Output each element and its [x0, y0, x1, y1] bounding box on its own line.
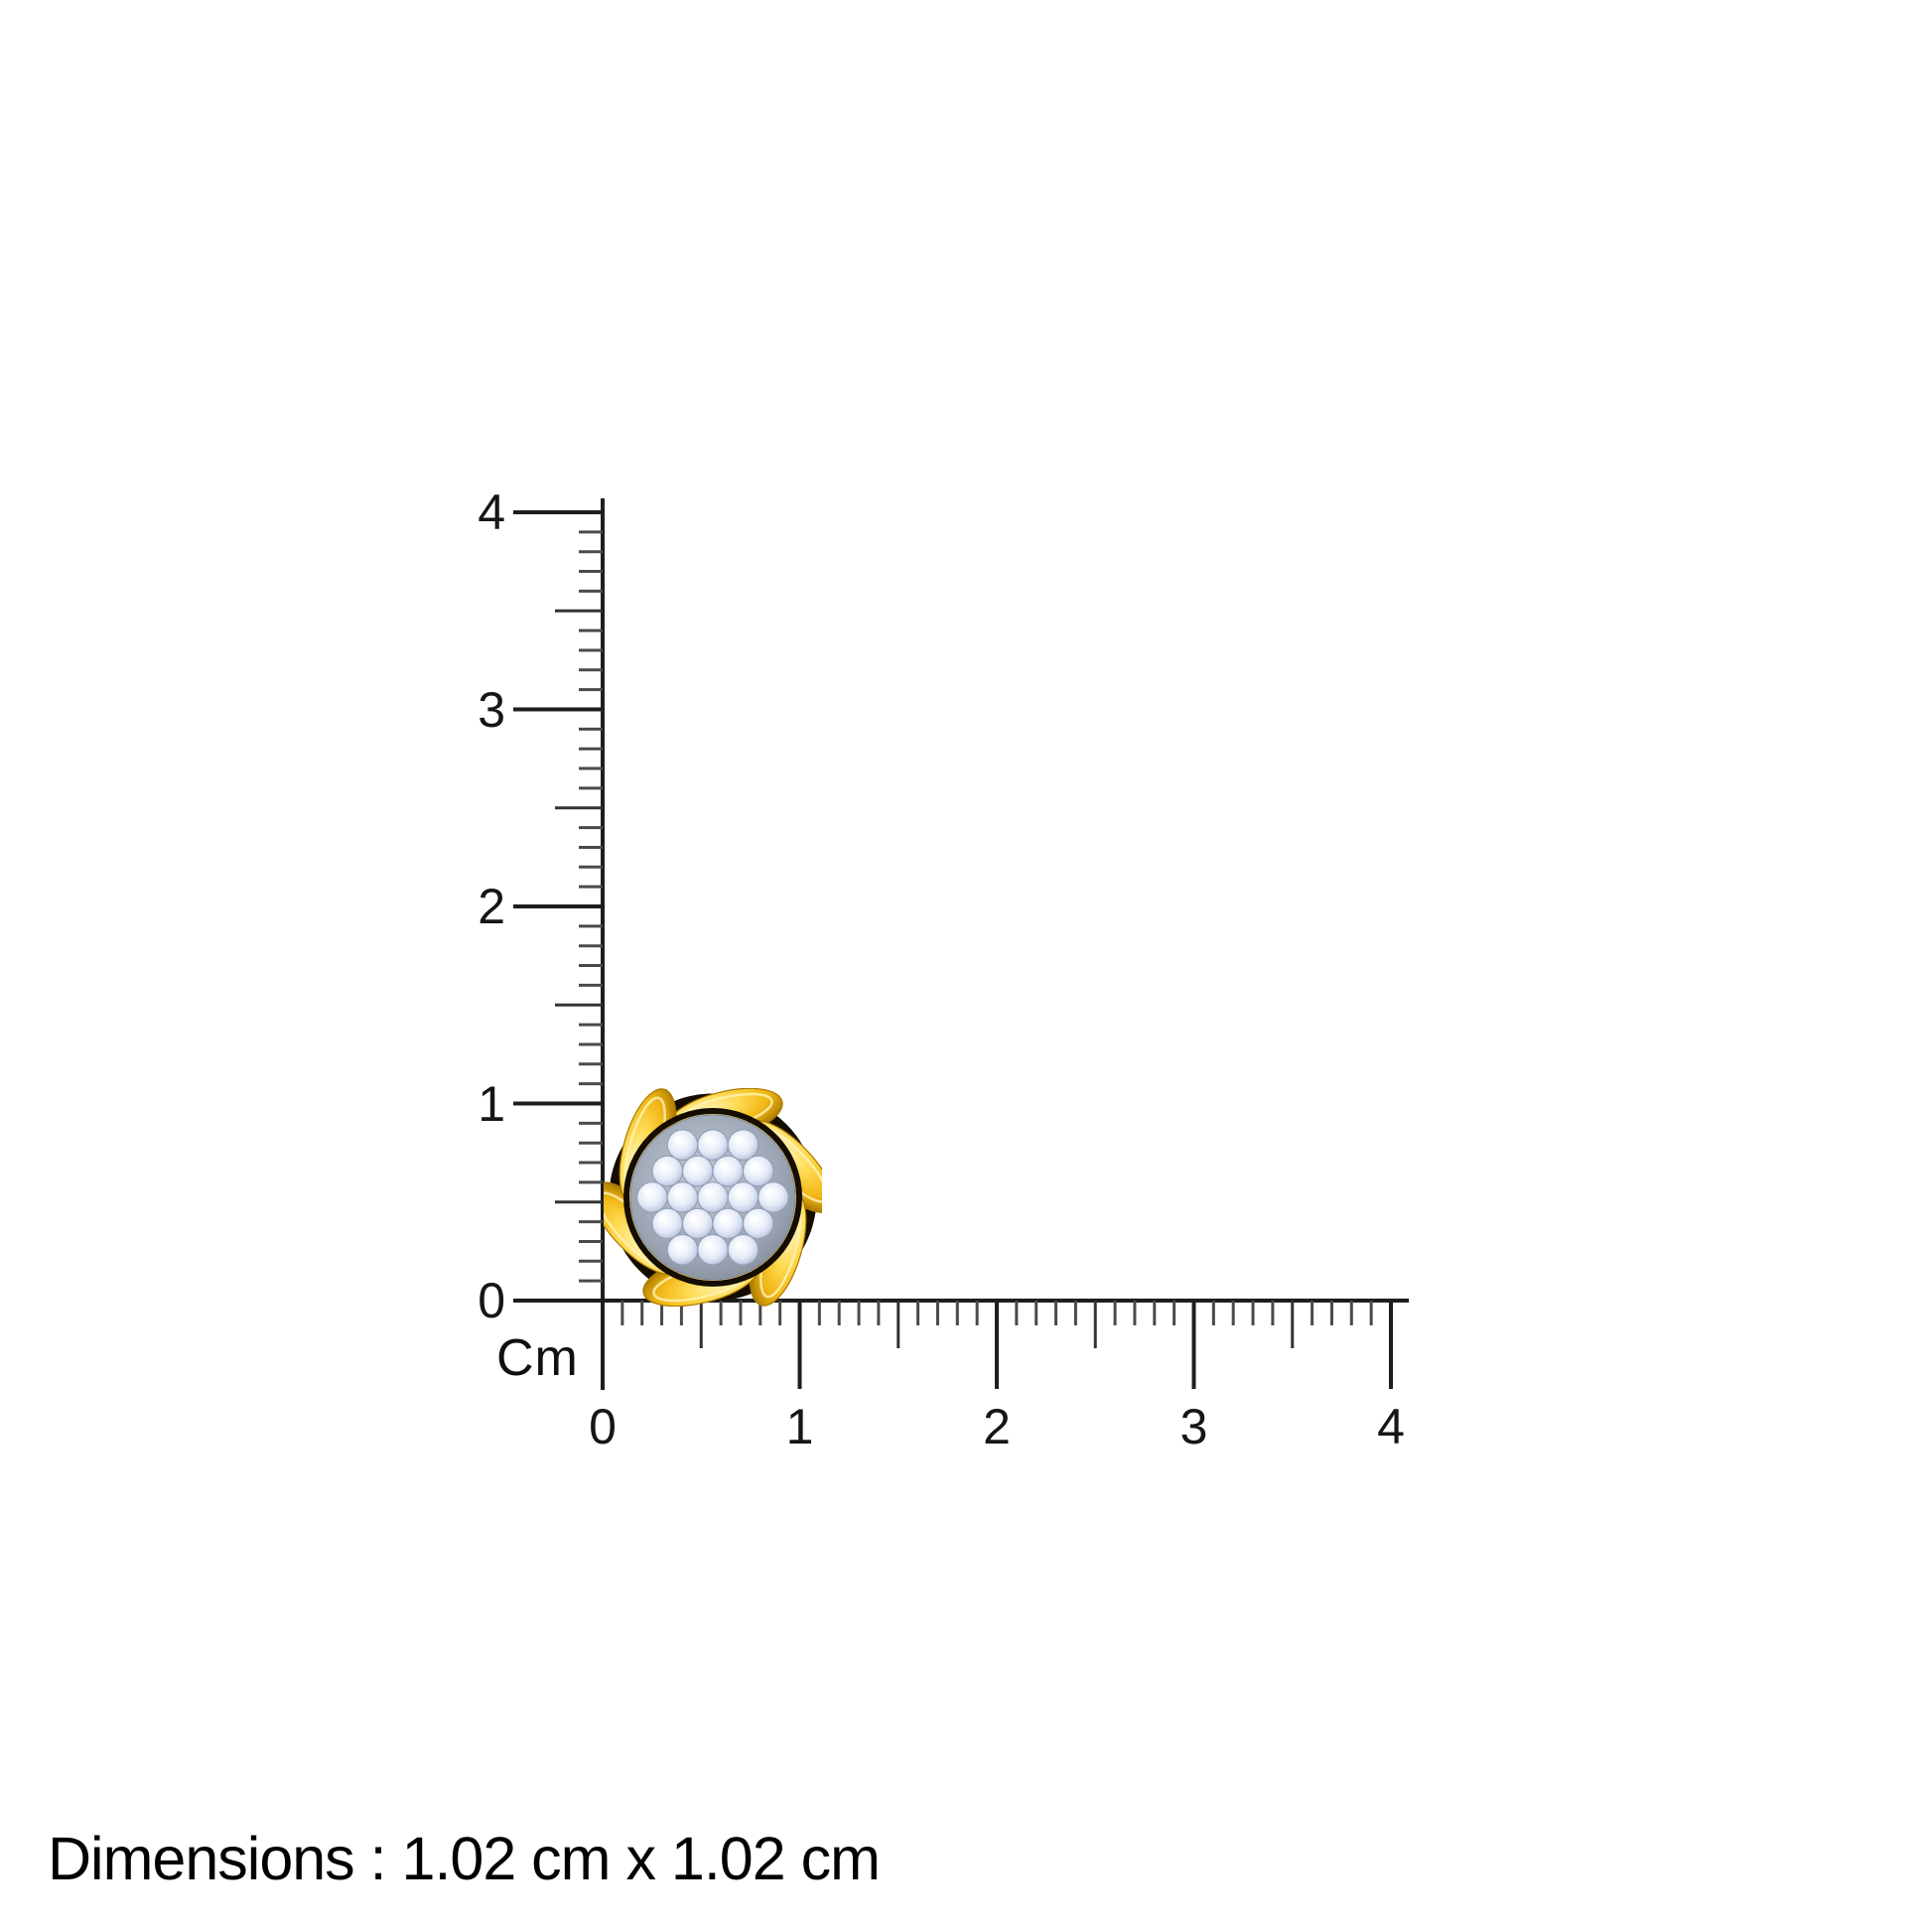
flower-stud: [604, 1088, 822, 1307]
diamond-sparkle: [689, 1163, 697, 1171]
ruler-unit-label: Cm: [496, 1329, 579, 1387]
diamond-stone: [712, 1207, 745, 1240]
diamond-sparkle: [674, 1241, 682, 1249]
diamond-sparkle: [735, 1188, 743, 1196]
diamond-sparkle: [674, 1136, 682, 1144]
diamond-sparkle: [674, 1188, 682, 1196]
diamond-sparkle: [704, 1136, 713, 1144]
diamond-sparkle: [764, 1188, 773, 1196]
diamond-sparkle: [659, 1214, 667, 1222]
horizontal-tick-label: 2: [983, 1399, 1011, 1454]
diamond-stone: [712, 1155, 745, 1187]
vertical-tick-label: 3: [478, 681, 505, 738]
diamond-sparkle: [689, 1214, 697, 1222]
diamond-stone: [758, 1181, 789, 1213]
diamond-stone: [681, 1155, 714, 1187]
diamond-stone: [697, 1181, 729, 1213]
diamond-sparkle: [735, 1241, 743, 1249]
diamond-sparkle: [720, 1214, 728, 1222]
diamond-stone: [666, 1233, 699, 1266]
diamond-stone: [651, 1155, 684, 1187]
horizontal-tick-label: 0: [589, 1399, 617, 1454]
vertical-tick-label: 1: [478, 1075, 505, 1132]
diamond-stone: [742, 1207, 774, 1240]
inner-shadow-ring: [623, 1108, 802, 1287]
diamond-stone: [727, 1181, 759, 1213]
diamond-stone: [727, 1129, 759, 1162]
diamond-sparkle: [750, 1163, 758, 1171]
diamond-stone: [742, 1155, 774, 1187]
dimensions-caption: Dimensions : 1.02 cm x 1.02 cm: [48, 1825, 881, 1892]
horizontal-tick-label: 1: [785, 1399, 814, 1454]
diamond-sparkle: [735, 1136, 743, 1144]
diamond-sparkle: [704, 1188, 713, 1196]
jewelry-image: [604, 1088, 822, 1307]
diamond-stone: [727, 1233, 759, 1266]
diamond-stone: [666, 1129, 699, 1162]
diamond-stone: [681, 1207, 714, 1240]
diamond-stone: [697, 1233, 729, 1266]
diamond-sparkle: [704, 1241, 713, 1249]
horizontal-tick-label: 4: [1377, 1399, 1405, 1454]
diamond-stone: [697, 1129, 729, 1162]
vertical-tick-label: 4: [478, 484, 505, 540]
diamond-sparkle: [643, 1188, 652, 1196]
diamond-stone: [651, 1207, 684, 1240]
vertical-tick-label: 2: [478, 879, 505, 934]
diamond-stone: [666, 1181, 699, 1213]
diamond-stone: [636, 1181, 668, 1213]
diamond-sparkle: [720, 1163, 728, 1171]
diamond-sparkle: [750, 1214, 758, 1222]
horizontal-tick-label: 3: [1179, 1399, 1208, 1454]
diamond-sparkle: [659, 1163, 667, 1171]
vertical-tick-label: 0: [478, 1273, 505, 1328]
